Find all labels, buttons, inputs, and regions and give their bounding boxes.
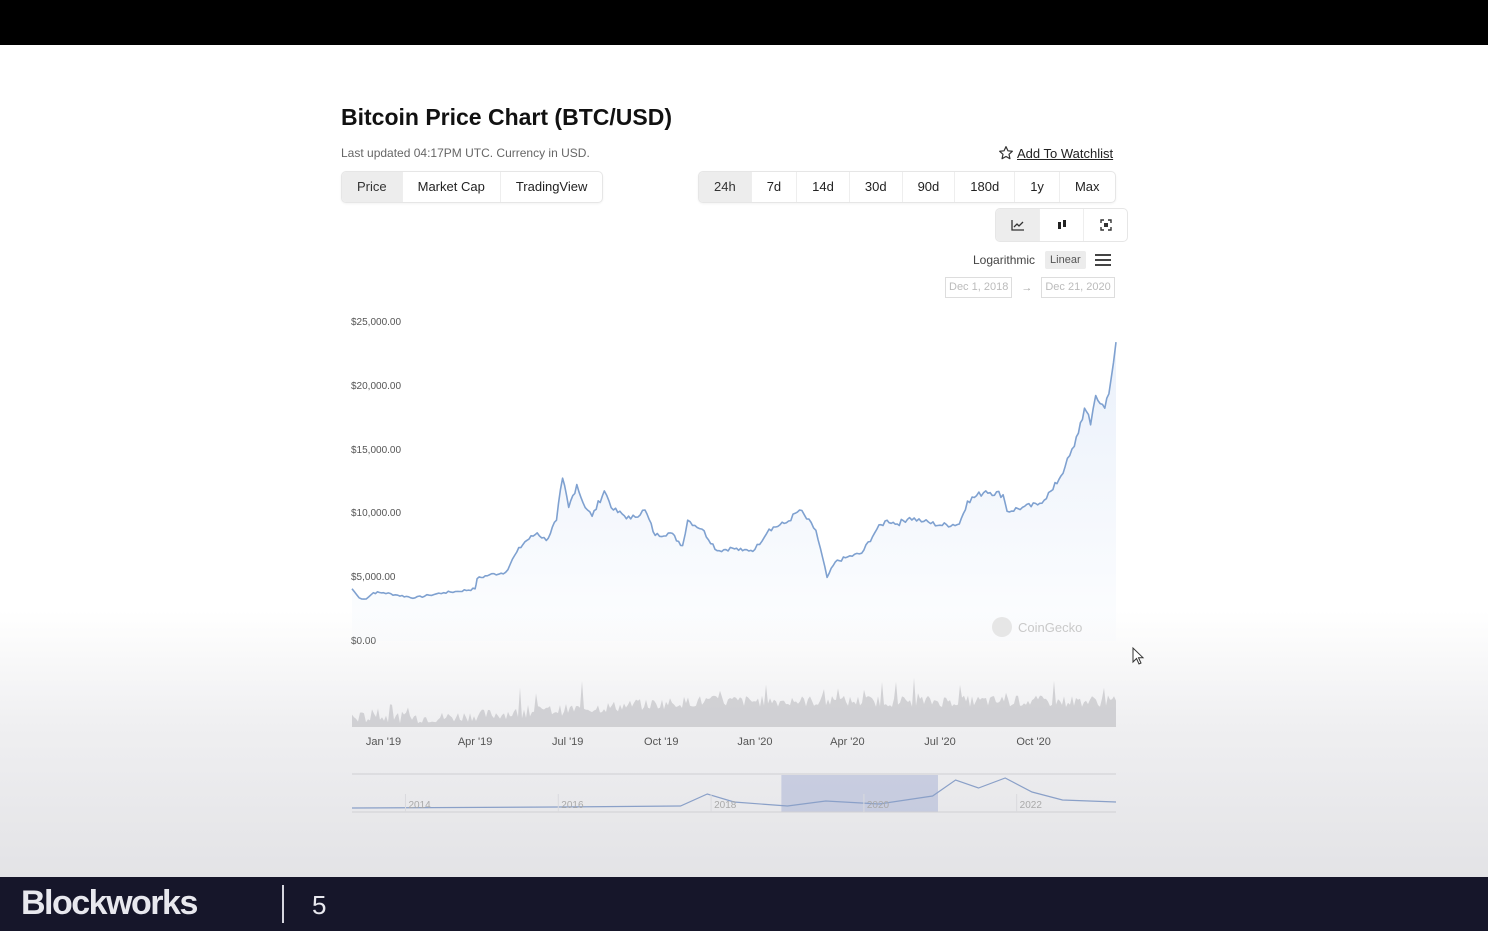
chart-view-toggle <box>995 208 1128 242</box>
navigator-selection <box>781 775 938 812</box>
y-tick-label: $15,000.00 <box>351 445 402 456</box>
date-to-input[interactable]: Dec 21, 2020 <box>1041 277 1115 298</box>
range-1y[interactable]: 1y <box>1014 172 1059 202</box>
tab-tradingview[interactable]: TradingView <box>499 172 603 202</box>
time-range-tabs: 24h 7d 14d 30d 90d 180d 1y Max <box>698 171 1116 203</box>
x-tick-label: Jan '19 <box>365 736 402 748</box>
y-tick-label: $10,000.00 <box>351 508 402 519</box>
navigator-tick-label: 2014 <box>408 800 431 811</box>
page-number: 5 <box>312 890 327 920</box>
y-tick-label: $20,000.00 <box>351 381 402 392</box>
tab-market-cap[interactable]: Market Cap <box>401 172 500 202</box>
watermark-text: CoinGecko <box>1018 619 1083 635</box>
navigator-series-line <box>351 777 1117 809</box>
footer-divider <box>282 885 284 923</box>
last-updated-text: Last updated 04:17PM UTC. Currency in US… <box>341 146 590 160</box>
fullscreen-icon <box>1099 219 1112 231</box>
price-area-fill <box>352 342 1116 641</box>
coingecko-watermark: CoinGecko <box>992 617 1082 637</box>
volume-bars <box>352 678 1116 727</box>
navigator-tick-label: 2018 <box>714 800 737 811</box>
date-range-picker: Dec 1, 2018 → Dec 21, 2020 <box>945 277 1115 298</box>
x-tick-label: Oct '20 <box>1016 736 1051 748</box>
range-14d[interactable]: 14d <box>796 172 849 202</box>
range-30d[interactable]: 30d <box>848 172 902 202</box>
scale-toggle: Logarithmic Linear <box>973 251 1112 269</box>
scale-logarithmic[interactable]: Logarithmic <box>973 253 1036 267</box>
page-title: Bitcoin Price Chart (BTC/USD) <box>341 104 672 130</box>
date-from-input[interactable]: Dec 1, 2018 <box>945 277 1013 298</box>
mouse-pointer-icon <box>1132 646 1145 665</box>
menu-icon[interactable] <box>1094 253 1112 267</box>
watchlist-label: Add To Watchlist <box>1017 145 1114 161</box>
coingecko-logo-icon <box>992 617 1012 637</box>
y-tick-label: $25,000.00 <box>351 317 402 328</box>
range-24h[interactable]: 24h <box>699 172 751 202</box>
x-tick-label: Jul '19 <box>551 736 584 748</box>
data-type-tabs: Price Market Cap TradingView <box>341 171 604 203</box>
line-chart-icon <box>1010 220 1024 231</box>
x-tick-label: Jul '20 <box>924 736 956 748</box>
candlestick-icon <box>1057 220 1066 229</box>
scale-linear[interactable]: Linear <box>1045 251 1086 269</box>
navigator-tick-label: 2016 <box>561 800 584 811</box>
range-7d[interactable]: 7d <box>750 172 796 202</box>
range-90d[interactable]: 90d <box>901 172 955 202</box>
navigator-tick-label: 2022 <box>1020 800 1043 811</box>
tab-price[interactable]: Price <box>342 172 402 202</box>
fullscreen-button[interactable] <box>1083 209 1127 241</box>
line-chart-button[interactable] <box>996 209 1039 241</box>
candlestick-button[interactable] <box>1039 209 1083 241</box>
blockworks-logo: Blockworks <box>21 884 198 922</box>
x-tick-label: Jan '20 <box>737 736 773 748</box>
range-180d[interactable]: 180d <box>954 172 1014 202</box>
x-tick-label: Apr '19 <box>457 736 493 748</box>
y-tick-label: $0.00 <box>351 636 377 647</box>
video-footer-bar <box>0 877 1488 931</box>
star-icon <box>999 146 1013 160</box>
y-tick-label: $5,000.00 <box>351 572 396 583</box>
add-to-watchlist-link[interactable]: Add To Watchlist <box>998 145 1113 161</box>
video-top-bar <box>0 0 1488 45</box>
price-series-line <box>351 342 1117 600</box>
navigator-tick-label: 2020 <box>867 800 890 811</box>
x-tick-label: Apr '20 <box>830 736 865 748</box>
x-tick-label: Oct '19 <box>644 736 679 748</box>
range-max[interactable]: Max <box>1058 172 1115 202</box>
date-range-separator: → <box>1021 281 1033 294</box>
